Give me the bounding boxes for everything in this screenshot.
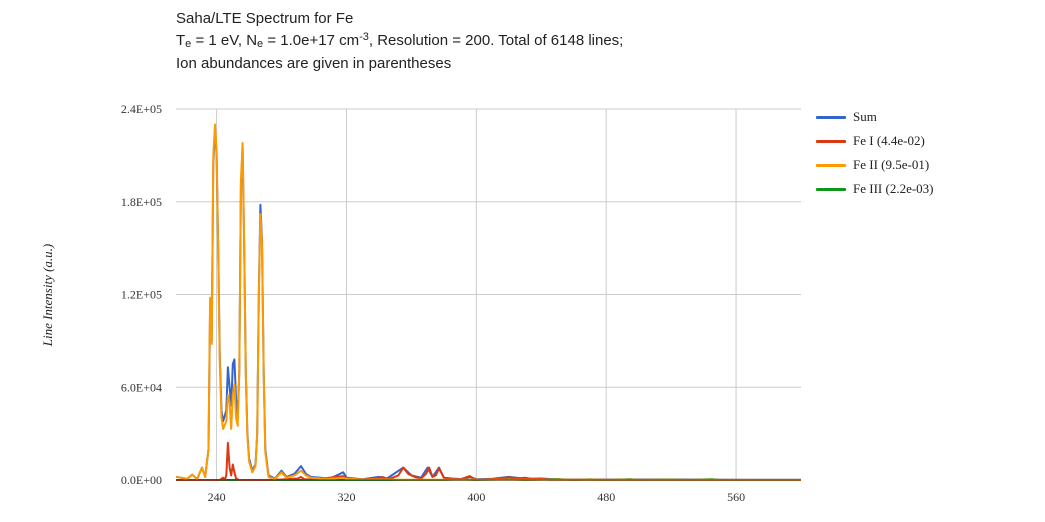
legend-swatch [816,188,846,191]
legend-swatch [816,116,846,119]
legend-label: Fe II (9.5e-01) [853,157,930,172]
x-tick-labels: 240 320 400 480 560 [208,490,745,504]
legend-label: Sum [853,109,877,124]
subtitle-t: T [176,32,186,49]
chart-note: Ion abundances are given in parentheses [176,55,452,72]
y-tick-label: 1.2E+05 [121,288,162,302]
subtitle-n-sub: e [257,38,264,50]
legend: Sum Fe I (4.4e-02) Fe II (9.5e-01) Fe III (… [816,108,934,204]
y-tick-label: 6.0E+04 [121,380,162,394]
chart-subtitle: Te = 1 eV, Ne = 1.0e+17 cm-3, Resolution… [176,30,623,53]
legend-item: Fe III (2.2e-03) [816,180,934,204]
y-tick-label: 2.4E+05 [121,102,162,116]
x-tick-label: 320 [337,490,355,504]
x-tick-label: 400 [467,490,485,504]
subtitle-n-sup: -3 [359,31,369,43]
legend-item: Fe II (9.5e-01) [816,156,934,180]
chart-title: Saha/LTE Spectrum for Fe [176,10,354,27]
y-tick-label: 1.8E+05 [121,195,162,209]
subtitle-n-val: = 1.0e+17 cm [263,32,360,49]
chart-title-block: Saha/LTE Spectrum for Fe Te = 1 eV, Ne =… [176,8,623,75]
series-lines [175,123,802,481]
legend-item: Fe I (4.4e-02) [816,132,934,156]
legend-label: Fe III (2.2e-03) [853,181,934,196]
subtitle-t-sub: e [185,38,192,50]
legend-item: Sum [816,108,934,132]
grid-lines [176,108,801,480]
x-tick-label: 560 [727,490,745,504]
legend-swatch [816,140,846,143]
series-line-2 [175,123,802,481]
legend-swatch [816,164,846,167]
x-tick-label: 480 [597,490,615,504]
legend-label: Fe I (4.4e-02) [853,133,925,148]
series-line-1 [176,441,802,481]
subtitle-rest: , Resolution = 200. Total of 6148 lines; [368,32,624,49]
series-line-0 [175,126,802,481]
subtitle-t-val: = 1 eV, N [191,32,258,49]
y-tick-labels: 0.0E+00 6.0E+04 1.2E+05 1.8E+05 2.4E+05 [121,102,162,487]
y-tick-label: 0.0E+00 [121,473,162,487]
x-tick-label: 240 [208,490,226,504]
